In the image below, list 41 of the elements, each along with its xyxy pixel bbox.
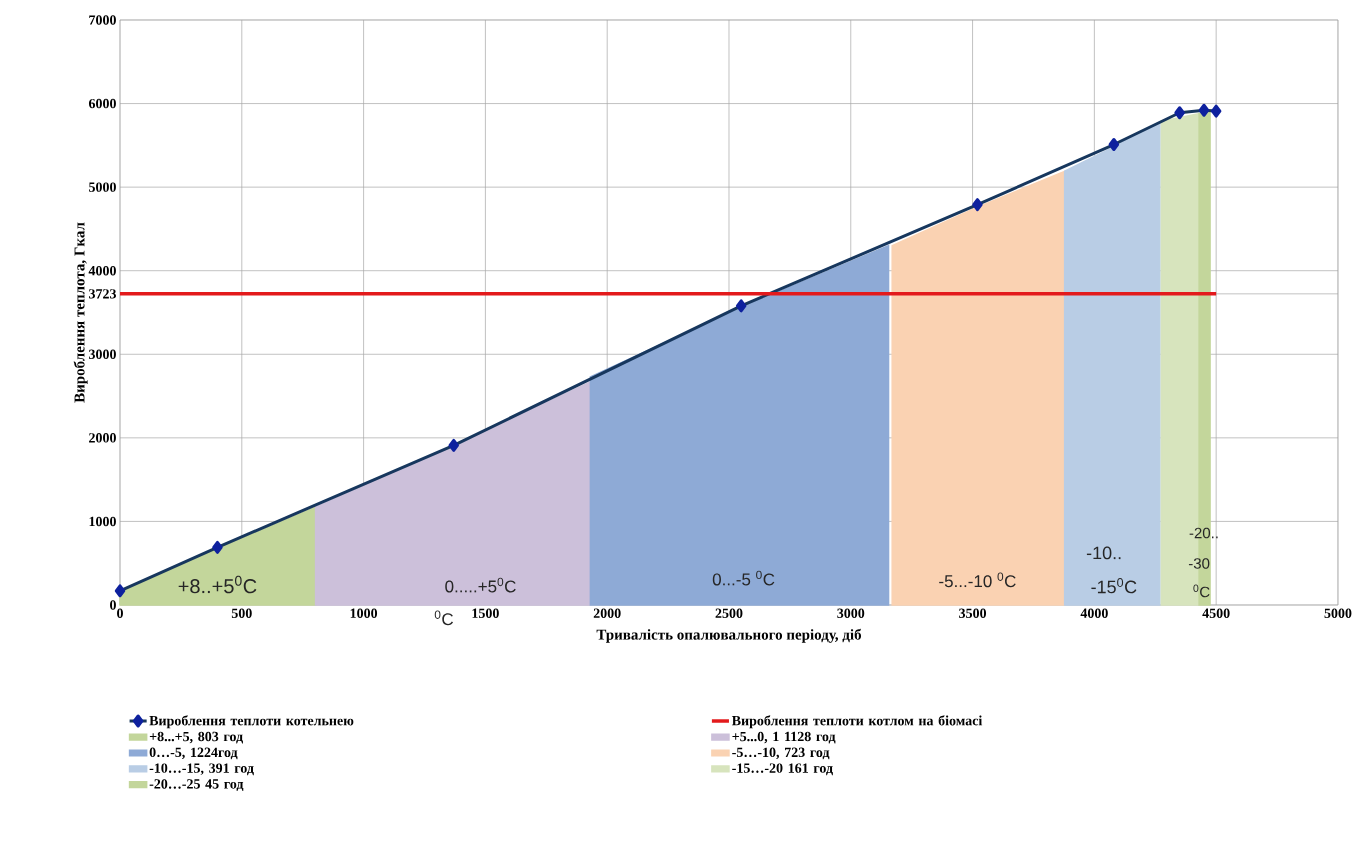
legend-label: -15…-20 161 год <box>732 763 833 776</box>
legend-label: 0…-5, 1224год <box>149 747 238 760</box>
x-tick-label: 1500 <box>472 608 499 618</box>
annotation: 0.....+5$^{0}$C <box>445 577 516 593</box>
x-tick-label: 4500 <box>1202 608 1230 618</box>
y-tick-label: 6000 <box>88 98 116 109</box>
legend-label: Вироблення теплоти котлом на біомасі <box>731 715 983 729</box>
y-tick-label: 3723 <box>89 289 116 299</box>
annotation: -10.. <box>1086 546 1121 560</box>
annotation: -20.. <box>1189 527 1218 539</box>
y-tick-label: 3000 <box>89 349 116 359</box>
y-tick-label: 0 <box>110 600 116 610</box>
x-axis-title: Тривалість опалювального періоду, діб <box>596 628 862 643</box>
y-tick-label: 5000 <box>89 182 116 192</box>
x-tick-label: 1000 <box>350 608 378 618</box>
annotation: -5...-10 $^{0}$C <box>939 572 1016 588</box>
annotation: 0...-5 $^{0}$C <box>712 570 775 586</box>
legend-label: Вироблення теплоти котельнею <box>149 715 354 729</box>
y-axis-title: Вироблення теплота, Гкал <box>73 222 88 403</box>
annotation: -15$^{0}$C <box>1091 578 1137 594</box>
annotation: $^{0}$C <box>1193 584 1210 598</box>
y-tick-label: 7000 <box>89 15 116 25</box>
x-tick-label: 2000 <box>593 608 621 618</box>
text: $^{0}$C <box>434 610 454 626</box>
x-tick-label: 4000 <box>1080 608 1108 618</box>
legend-label: +8...+5, 803 год <box>149 731 243 744</box>
legend-label: -10…-15, 391 год <box>149 763 254 776</box>
annotation: -30 <box>1188 558 1210 569</box>
x-tick-label: 5000 <box>1324 608 1352 618</box>
x-tick-label: 2500 <box>715 608 743 618</box>
legend-label: +5...0, 1 1128 год <box>732 731 836 744</box>
y-tick-label: 1000 <box>89 516 116 527</box>
x-tick-label: 0 <box>117 608 123 618</box>
x-tick-label: 3500 <box>959 608 987 618</box>
x-tick-label: 500 <box>231 608 252 618</box>
y-tick-label: 4000 <box>88 265 116 276</box>
x-tick-label: 3000 <box>837 608 865 618</box>
annotation: +8..+5$^{0}$C <box>178 575 257 594</box>
legend-label: -5…-10, 723 год <box>732 747 830 760</box>
legend-label: -20…-25 45 год <box>149 779 244 791</box>
y-tick-label: 2000 <box>89 433 116 443</box>
